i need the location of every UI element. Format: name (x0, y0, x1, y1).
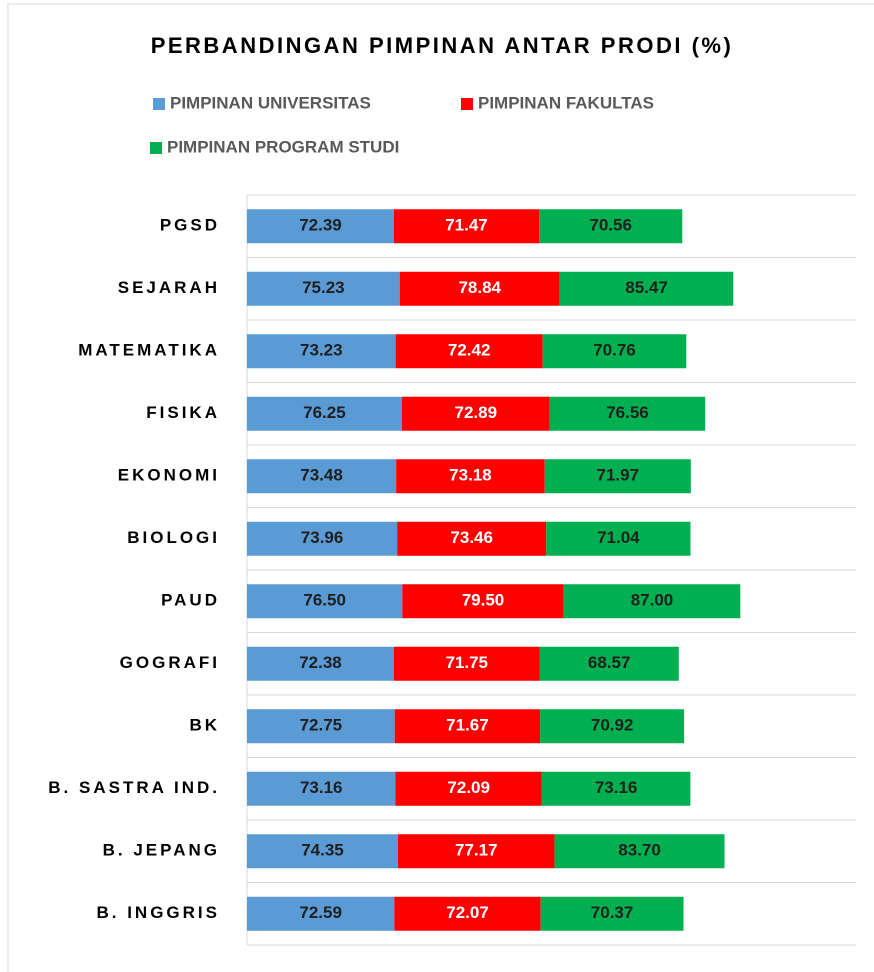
value-label: 70.56 (589, 216, 632, 235)
bar-segment (554, 834, 725, 869)
bar-segment (402, 584, 564, 619)
bar-segment (247, 334, 396, 369)
value-label: 72.38 (299, 653, 342, 672)
value-label: 71.97 (596, 466, 639, 485)
bar-segment (549, 396, 706, 431)
value-label: 73.18 (449, 466, 492, 485)
bar-segment (396, 459, 545, 494)
category-label: MATEMATIKA (78, 341, 220, 360)
bar-segment (247, 834, 398, 869)
bar-segment (394, 896, 541, 931)
category-label: B. SASTRA IND. (48, 778, 220, 797)
category-label: EKONOMI (118, 466, 220, 485)
category-label: B. JEPANG (103, 841, 220, 860)
value-label: 73.16 (595, 778, 638, 797)
legend-swatch (153, 98, 165, 110)
value-label: 76.25 (303, 403, 346, 422)
bar-segment (541, 771, 691, 806)
value-label: 77.17 (455, 841, 498, 860)
category-label: B. INGGRIS (96, 903, 220, 922)
bar-segment (563, 584, 741, 619)
bar-segment (401, 396, 550, 431)
value-label: 73.48 (300, 466, 343, 485)
category-label: GOGRAFI (120, 653, 220, 672)
legend-label: PIMPINAN FAKULTAS (478, 93, 654, 112)
value-label: 74.35 (301, 841, 344, 860)
bar-segment (397, 834, 555, 869)
bar-segment (559, 271, 734, 306)
bar-segment (393, 209, 540, 244)
bar-segment (393, 646, 540, 681)
value-label: 72.42 (448, 341, 491, 360)
bar-segment (247, 709, 395, 744)
value-label: 73.23 (300, 341, 343, 360)
bar-segment (247, 459, 397, 494)
bar-segment (247, 521, 398, 556)
legend-swatch (461, 98, 473, 110)
value-label: 72.75 (300, 716, 343, 735)
bar-segment (247, 646, 394, 681)
value-label: 76.50 (303, 591, 346, 610)
bar-segment (539, 209, 683, 244)
category-label: PAUD (161, 591, 220, 610)
value-label: 72.89 (454, 403, 497, 422)
value-label: 68.57 (588, 653, 631, 672)
category-label: FISIKA (146, 403, 220, 422)
legend-swatch (150, 142, 162, 154)
value-label: 73.96 (301, 528, 344, 547)
category-label: PGSD (160, 216, 220, 235)
bar-segment (394, 709, 541, 744)
chart-title: PERBANDINGAN PIMPINAN ANTAR PRODI (%) (151, 33, 734, 58)
value-label: 72.39 (299, 216, 342, 235)
value-label: 73.46 (450, 528, 493, 547)
category-label: BIOLOGI (127, 528, 220, 547)
value-label: 76.56 (606, 403, 649, 422)
bar-segment (546, 521, 691, 556)
value-label: 72.59 (299, 903, 342, 922)
value-label: 78.84 (458, 278, 501, 297)
value-label: 70.76 (593, 341, 636, 360)
bar-segment (539, 646, 679, 681)
bar-segment (397, 521, 547, 556)
bar-segment (540, 896, 684, 931)
value-label: 70.92 (591, 716, 634, 735)
legend-label: PIMPINAN UNIVERSITAS (170, 93, 371, 112)
category-label: SEJARAH (118, 278, 220, 297)
value-label: 72.09 (447, 778, 490, 797)
value-label: 72.07 (446, 903, 489, 922)
bar-segment (399, 271, 560, 306)
bar-segment (247, 209, 394, 244)
value-label: 71.47 (445, 216, 488, 235)
legend-label: PIMPINAN PROGRAM STUDI (167, 137, 399, 156)
value-label: 85.47 (625, 278, 668, 297)
bar-segment (395, 771, 542, 806)
bar-segment (395, 334, 543, 369)
value-label: 71.04 (597, 528, 640, 547)
value-label: 70.37 (591, 903, 634, 922)
value-label: 87.00 (631, 591, 674, 610)
value-label: 71.67 (446, 716, 489, 735)
bar-segment (247, 584, 403, 619)
bar-segment (247, 271, 400, 306)
category-label: BK (189, 716, 220, 735)
bar-segment (544, 459, 691, 494)
bar-segment (542, 334, 687, 369)
value-label: 79.50 (462, 591, 505, 610)
bar-segment (247, 771, 396, 806)
bar-segment (540, 709, 685, 744)
value-label: 75.23 (302, 278, 345, 297)
value-label: 83.70 (618, 841, 661, 860)
bar-segment (247, 396, 402, 431)
bar-segment (247, 896, 395, 931)
value-label: 71.75 (445, 653, 488, 672)
value-label: 73.16 (300, 778, 343, 797)
